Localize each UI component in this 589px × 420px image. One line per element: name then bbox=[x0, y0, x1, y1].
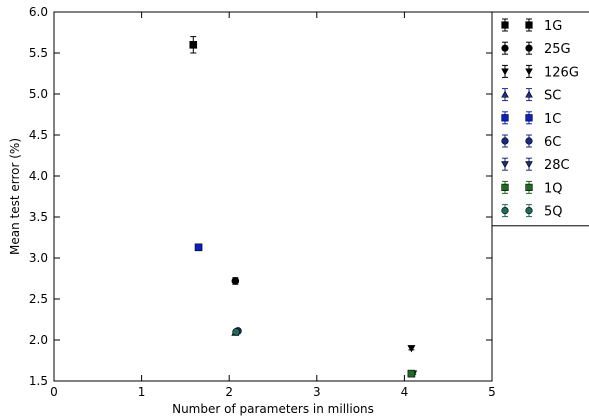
legend-label: 1Q bbox=[544, 181, 563, 196]
y-tick-label: 3.0 bbox=[29, 251, 48, 265]
x-tick-label: 1 bbox=[138, 385, 146, 399]
legend-label: 5Q bbox=[544, 205, 563, 220]
data-point-5Q bbox=[232, 327, 241, 336]
legend-marker bbox=[501, 44, 509, 52]
x-tick-label: 3 bbox=[313, 385, 321, 399]
marker-5Q bbox=[232, 327, 241, 336]
legend-entry-28C: 28C bbox=[501, 157, 570, 173]
legend-marker bbox=[525, 68, 533, 76]
legend-marker bbox=[525, 161, 533, 169]
legend-entry-1Q: 1Q bbox=[501, 180, 563, 196]
y-tick-label: 4.0 bbox=[29, 169, 48, 183]
legend-marker bbox=[525, 21, 533, 29]
x-axis-label: Number of parameters in millions bbox=[172, 402, 374, 416]
y-tick-label: 2.5 bbox=[29, 292, 48, 306]
y-tick-label: 3.5 bbox=[29, 210, 48, 224]
legend-marker bbox=[525, 114, 533, 122]
y-tick-label: 6.0 bbox=[29, 5, 48, 19]
marker-1C bbox=[194, 243, 203, 252]
legend-entry-25G: 25G bbox=[501, 41, 571, 57]
marker-126G bbox=[407, 345, 416, 353]
x-tick-label: 5 bbox=[488, 385, 496, 399]
x-tick-label: 0 bbox=[50, 385, 58, 399]
legend-marker bbox=[501, 90, 509, 98]
marker-25G bbox=[231, 277, 240, 285]
marker-1G bbox=[189, 40, 198, 49]
legend-label: 6C bbox=[544, 135, 561, 150]
y-tick-label: 5.0 bbox=[29, 87, 48, 101]
x-tick-label: 2 bbox=[225, 385, 233, 399]
marker-1Q bbox=[407, 369, 416, 378]
legend-entry-1C: 1C bbox=[501, 111, 561, 127]
legend-entry-1G: 1G bbox=[501, 18, 562, 34]
legend-marker bbox=[501, 137, 509, 145]
x-axis-ticks: 0 1 2 3 4 5 bbox=[50, 12, 496, 399]
y-tick-label: 4.5 bbox=[29, 128, 48, 142]
legend-entry-126G: 126G bbox=[501, 64, 579, 80]
legend: 1G 25G 126G SC 1C 6C 28C 1Q 5Q bbox=[491, 11, 589, 227]
legend-label: 1G bbox=[544, 19, 562, 34]
y-tick-label: 1.5 bbox=[29, 374, 48, 388]
legend-marker bbox=[501, 183, 509, 192]
y-axis-label: Mean test error (%) bbox=[8, 138, 22, 255]
data-points bbox=[189, 36, 418, 378]
y-axis-ticks: 1.5 2.0 2.5 3.0 3.5 4.0 4.5 5.0 5.5 6.0 bbox=[29, 5, 492, 388]
legend-label: SC bbox=[544, 89, 561, 104]
legend-label: 126G bbox=[544, 65, 579, 80]
legend-entry-5Q: 5Q bbox=[501, 204, 563, 220]
y-tick-label: 2.0 bbox=[29, 333, 48, 347]
legend-marker bbox=[525, 183, 533, 192]
legend-marker bbox=[525, 90, 533, 98]
legend-label: 1C bbox=[544, 112, 561, 127]
legend-marker bbox=[501, 207, 509, 215]
legend-marker bbox=[501, 21, 509, 29]
legend-label: 25G bbox=[544, 42, 571, 57]
data-point-1G bbox=[189, 36, 198, 54]
legend-marker bbox=[501, 161, 509, 169]
legend-marker bbox=[525, 44, 533, 52]
legend-marker bbox=[525, 137, 533, 145]
legend-marker bbox=[501, 68, 509, 76]
legend-label: 28C bbox=[544, 158, 570, 173]
data-point-1Q bbox=[407, 369, 416, 378]
legend-entry-SC: SC bbox=[501, 88, 561, 104]
data-point-25G bbox=[231, 277, 240, 285]
legend-marker bbox=[501, 114, 509, 122]
data-point-1C bbox=[194, 243, 203, 252]
data-point-126G bbox=[407, 345, 416, 353]
legend-marker bbox=[525, 207, 533, 215]
x-tick-label: 4 bbox=[401, 385, 409, 399]
legend-entry-6C: 6C bbox=[501, 134, 561, 150]
y-tick-label: 5.5 bbox=[29, 46, 48, 60]
plot-area-frame bbox=[53, 11, 493, 382]
